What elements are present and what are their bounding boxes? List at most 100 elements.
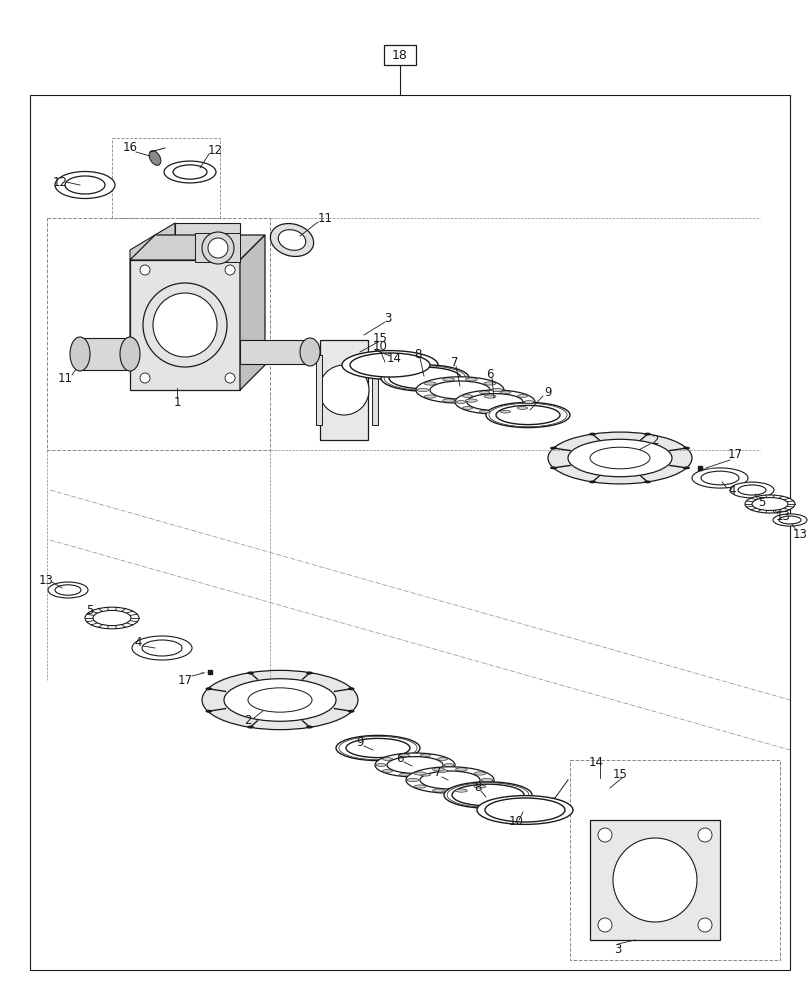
Ellipse shape [142,640,182,656]
Ellipse shape [338,736,417,760]
Text: 13: 13 [792,528,806,540]
Polygon shape [130,278,240,370]
Text: 3: 3 [614,943,621,956]
Ellipse shape [336,735,419,761]
Text: 5: 5 [86,603,93,616]
Ellipse shape [447,783,528,807]
Ellipse shape [517,395,527,397]
Ellipse shape [697,918,711,932]
Ellipse shape [139,265,150,275]
Ellipse shape [547,432,691,484]
Text: 2: 2 [244,714,251,726]
Ellipse shape [465,378,477,381]
Ellipse shape [444,782,531,808]
Text: 4: 4 [134,636,142,648]
Ellipse shape [644,433,650,435]
Text: 1: 1 [173,395,181,408]
Ellipse shape [700,471,738,485]
Ellipse shape [550,447,556,449]
Ellipse shape [206,710,212,712]
Ellipse shape [384,366,466,390]
Ellipse shape [270,224,313,256]
Text: 10: 10 [372,340,387,353]
Ellipse shape [455,789,467,792]
Ellipse shape [380,365,469,391]
Ellipse shape [55,585,81,595]
Text: 14: 14 [588,756,603,768]
Ellipse shape [455,401,466,403]
Ellipse shape [478,391,489,394]
Ellipse shape [345,738,410,758]
Ellipse shape [375,753,454,777]
Text: 10: 10 [508,815,523,828]
Text: 11: 11 [58,371,72,384]
Text: 9: 9 [356,736,363,748]
Ellipse shape [432,789,444,792]
Text: 7: 7 [434,766,441,779]
Ellipse shape [590,447,649,469]
Ellipse shape [691,468,747,488]
Ellipse shape [225,373,234,383]
Text: 2: 2 [650,434,658,446]
Ellipse shape [319,365,368,415]
Text: 8: 8 [414,349,421,361]
Ellipse shape [70,337,90,371]
Ellipse shape [644,481,650,483]
Ellipse shape [442,378,454,381]
Ellipse shape [299,338,320,366]
Ellipse shape [437,770,447,772]
Ellipse shape [480,778,492,782]
Ellipse shape [388,367,461,389]
Ellipse shape [348,710,354,712]
Ellipse shape [474,772,485,775]
Ellipse shape [568,439,672,477]
Polygon shape [130,260,240,390]
Polygon shape [240,235,264,390]
Ellipse shape [55,172,115,199]
Text: 5: 5 [757,496,765,510]
Ellipse shape [375,764,385,766]
Ellipse shape [517,407,527,409]
Text: 12: 12 [53,176,67,189]
Ellipse shape [420,773,430,776]
Polygon shape [80,338,130,370]
Ellipse shape [420,754,430,757]
Ellipse shape [414,772,426,775]
Ellipse shape [382,770,392,772]
Ellipse shape [414,785,426,788]
Text: 13: 13 [775,510,789,522]
Ellipse shape [466,394,522,410]
Polygon shape [130,223,175,370]
Text: 16: 16 [122,141,137,154]
Ellipse shape [697,828,711,842]
Ellipse shape [437,758,447,760]
Text: 15: 15 [372,332,387,344]
Ellipse shape [306,726,312,728]
Ellipse shape [589,433,594,435]
Ellipse shape [406,767,493,793]
Ellipse shape [778,516,800,524]
Ellipse shape [139,373,150,383]
Text: 4: 4 [727,484,735,496]
Ellipse shape [202,670,358,730]
Text: 7: 7 [451,357,458,369]
Ellipse shape [484,798,564,822]
Text: 9: 9 [543,386,551,399]
Ellipse shape [120,337,139,371]
Polygon shape [590,820,719,940]
Ellipse shape [382,758,392,760]
Text: 6: 6 [486,367,493,380]
Ellipse shape [683,467,689,469]
Ellipse shape [444,764,453,766]
Ellipse shape [48,582,88,598]
Ellipse shape [478,410,489,413]
Ellipse shape [500,391,510,394]
Ellipse shape [455,768,467,771]
Ellipse shape [423,395,436,398]
Ellipse shape [143,283,227,367]
Ellipse shape [149,151,161,165]
Text: 17: 17 [727,448,741,462]
Ellipse shape [85,607,139,629]
Ellipse shape [247,672,253,674]
Ellipse shape [772,514,806,526]
